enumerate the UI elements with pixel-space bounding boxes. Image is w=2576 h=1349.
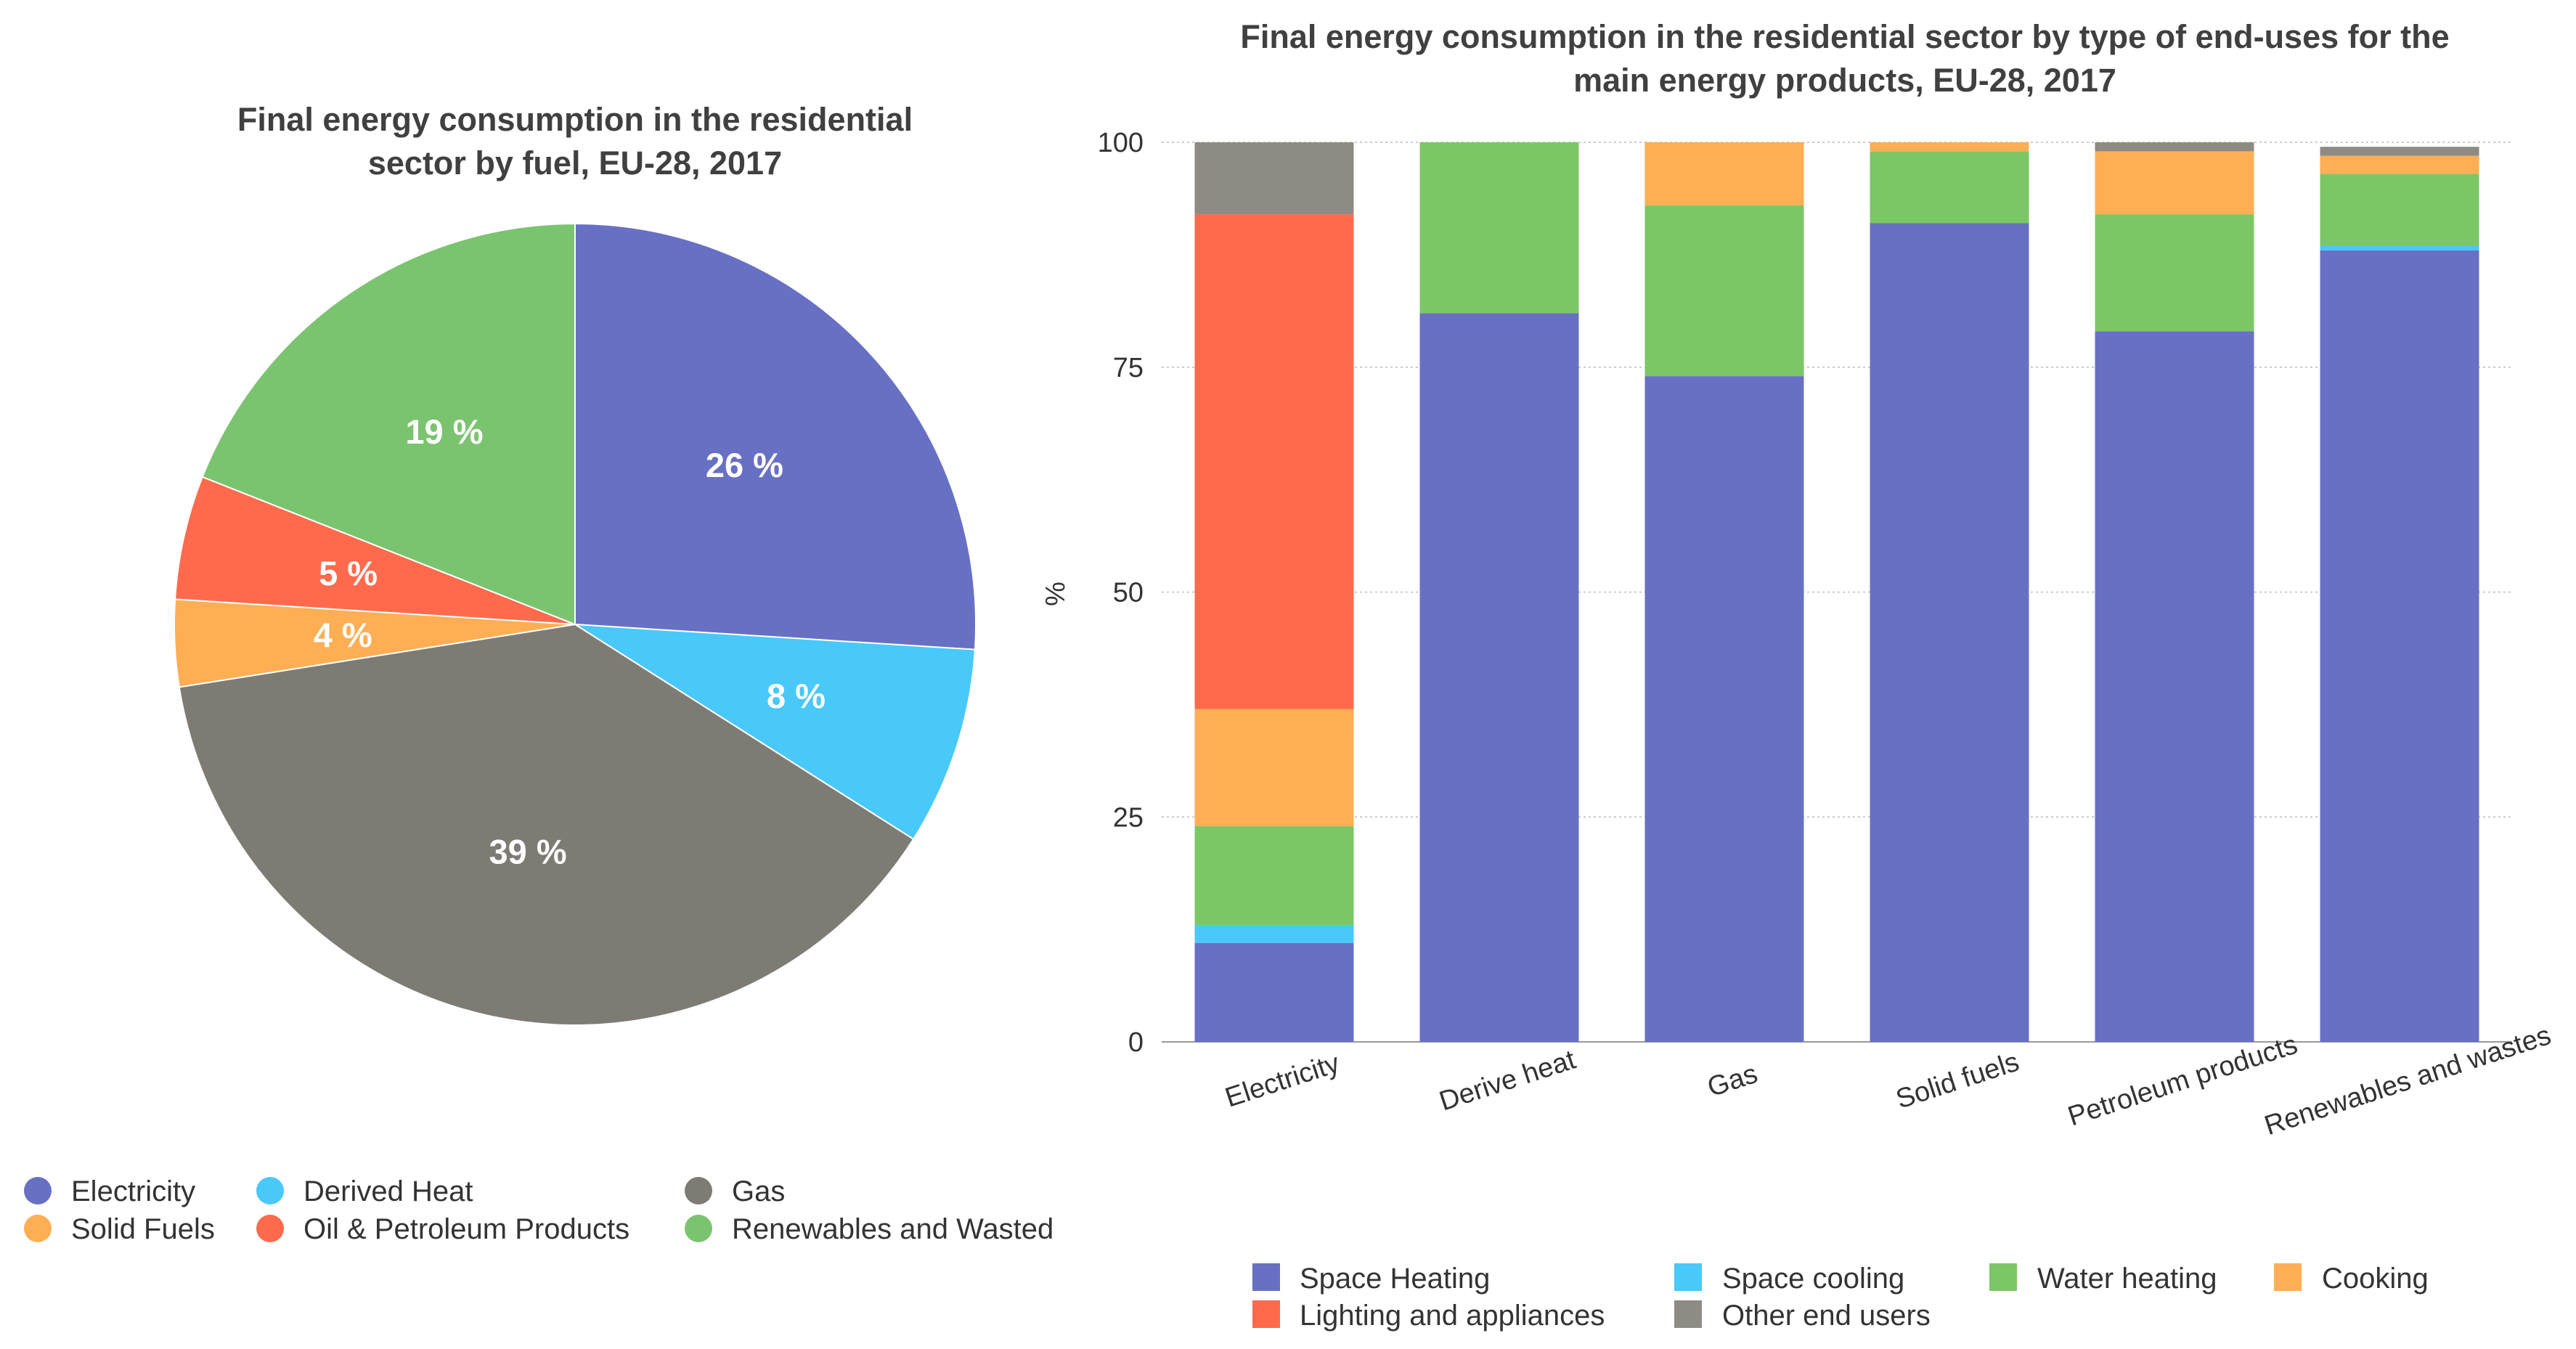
pie-legend-swatch-gas — [685, 1177, 712, 1205]
pie-slice-label-solid-fuels: 4 % — [314, 616, 372, 654]
bar-legend-label-water-heating: Water heating — [2037, 1263, 2217, 1295]
bar-legend-label-lighting: Lighting and appliances — [1300, 1300, 1605, 1332]
x-tick-gas: Gas — [1704, 1059, 1761, 1103]
bar-electricity-space-cooling — [1194, 924, 1354, 943]
bar-legend-label-other: Other end users — [1722, 1300, 1931, 1332]
bar-legend-swatch-space-cooling — [1674, 1263, 1702, 1291]
bar-legend-item-lighting: Lighting and appliances — [1252, 1300, 1605, 1332]
pie-legend-item-renewables: Renewables and Wasted — [685, 1213, 1053, 1245]
pie-legend-item-solid-fuels: Solid Fuels — [24, 1213, 215, 1245]
bar-gas-cooking — [1644, 142, 1804, 205]
bar-petroleum-products-water-heating — [2095, 214, 2254, 332]
y-tick-50: 50 — [1113, 578, 1144, 608]
pie-slices — [174, 222, 977, 1026]
y-tick-25: 25 — [1113, 802, 1144, 833]
bar-title-line-2: main energy products, EU-28, 2017 — [1573, 62, 2116, 99]
bar-legend-item-space-cooling: Space cooling — [1674, 1263, 1904, 1295]
bar-petroleum-products-space-heating — [2095, 331, 2254, 1042]
bar-legend-item-cooking: Cooking — [2274, 1263, 2429, 1295]
pie-slice-derived-heat — [574, 624, 976, 841]
bar-derive-heat-water-heating — [1419, 142, 1579, 314]
bar-legend: Space Heating Space cooling Water heatin… — [1252, 1263, 2429, 1332]
bar-chart: Final energy consumption in the resident… — [1040, 18, 2555, 1332]
bar-electricity-space-heating — [1194, 942, 1354, 1042]
pie-title-line-1: Final energy consumption in the resident… — [237, 101, 913, 138]
pie-legend-swatch-renewables — [685, 1215, 712, 1242]
bar-solid-fuels-space-heating — [1870, 223, 2029, 1042]
pie-slice-label-derived-heat: 8 % — [767, 677, 826, 715]
bar-legend-label-space-cooling: Space cooling — [1722, 1263, 1904, 1295]
bar-gas-water-heating — [1644, 205, 1804, 377]
bar-renewables-and-wastes-cooking — [2320, 155, 2479, 174]
bar-legend-swatch-cooking — [2274, 1263, 2302, 1291]
bar-renewables-and-wastes-space-cooling — [2320, 245, 2479, 250]
bar-title-line-1: Final energy consumption in the resident… — [1240, 18, 2449, 55]
bar-gas-space-heating — [1644, 376, 1804, 1042]
bar-solid-fuels-cooking — [1870, 142, 2029, 152]
bar-derive-heat-space-heating — [1419, 313, 1579, 1042]
pie-title-line-2: sector by fuel, EU-28, 2017 — [368, 144, 782, 182]
bar-electricity-cooking — [1194, 709, 1354, 826]
bar-renewables-and-wastes-water-heating — [2320, 174, 2479, 246]
y-axis-label: % — [1040, 582, 1071, 606]
pie-slice-label-renewables-and-wasted: 19 % — [405, 412, 483, 451]
pie-legend-item-derived-heat: Derived Heat — [256, 1175, 473, 1207]
pie-legend-item-electricity: Electricity — [24, 1175, 195, 1207]
bar-legend-label-space-heating: Space Heating — [1300, 1263, 1490, 1295]
bar-legend-item-water-heating: Water heating — [1989, 1263, 2217, 1295]
bar-legend-swatch-other — [1674, 1300, 1702, 1328]
pie-legend-item-oil: Oil & Petroleum Products — [256, 1213, 629, 1245]
pie-legend: Electricity Derived Heat Gas Solid Fuels… — [24, 1175, 1053, 1245]
pie-slice-electricity — [574, 222, 977, 651]
bar-petroleum-products-cooking — [2095, 151, 2254, 215]
pie-slice-oil-and-petroleum-products — [174, 476, 576, 625]
bar-gridlines — [1162, 142, 2512, 1043]
pie-legend-label-gas: Gas — [732, 1175, 785, 1207]
bar-legend-item-other: Other end users — [1674, 1300, 1931, 1332]
y-tick-75: 75 — [1113, 353, 1144, 383]
pie-labels: 26 % 8 % 39 % 4 % 5 % 19 % — [314, 412, 826, 871]
pie-legend-swatch-solid-fuels — [24, 1215, 52, 1242]
bar-y-ticks: 0 25 50 75 100 — [1098, 128, 1144, 1058]
x-tick-derive-heat: Derive heat — [1435, 1044, 1579, 1117]
bar-renewables-and-wastes-space-heating — [2320, 250, 2479, 1043]
bar-renewables-and-wastes-other-end-users — [2320, 147, 2479, 156]
pie-slice-label-gas: 39 % — [489, 833, 567, 871]
bar-electricity-water-heating — [1194, 826, 1354, 925]
pie-slice-label-oil-and-petroleum-products: 5 % — [319, 554, 378, 592]
pie-legend-label-oil: Oil & Petroleum Products — [303, 1213, 629, 1245]
bar-legend-swatch-lighting — [1252, 1300, 1280, 1328]
x-tick-solid-fuels: Solid fuels — [1892, 1047, 2023, 1115]
pie-legend-swatch-electricity — [24, 1177, 52, 1205]
pie-legend-label-renewables: Renewables and Wasted — [732, 1213, 1053, 1245]
pie-slice-label-electricity: 26 % — [706, 446, 783, 484]
bar-solid-fuels-water-heating — [1870, 151, 2029, 224]
pie-legend-item-gas: Gas — [685, 1175, 785, 1207]
pie-slice-gas — [178, 623, 915, 1026]
pie-legend-swatch-oil — [256, 1215, 284, 1242]
pie-slice-renewables-and-wasted — [201, 222, 576, 626]
pie-legend-label-solid-fuels: Solid Fuels — [71, 1213, 215, 1245]
bar-petroleum-products-other-end-users — [2095, 142, 2254, 152]
bar-legend-swatch-water-heating — [1989, 1263, 2017, 1291]
y-tick-100: 100 — [1098, 128, 1144, 158]
bar-electricity-other-end-users — [1194, 142, 1354, 215]
pie-legend-swatch-derived-heat — [256, 1177, 284, 1205]
bar-legend-swatch-space-heating — [1252, 1263, 1280, 1291]
pie-legend-label-derived-heat: Derived Heat — [303, 1175, 473, 1207]
bar-legend-label-cooking: Cooking — [2322, 1263, 2429, 1295]
y-tick-0: 0 — [1128, 1027, 1144, 1058]
bar-legend-item-space-heating: Space Heating — [1252, 1263, 1490, 1295]
bar-electricity-lighting-and-appliances — [1194, 214, 1354, 709]
x-tick-electricity: Electricity — [1221, 1048, 1343, 1113]
pie-legend-label-electricity: Electricity — [71, 1175, 195, 1207]
bar-segments — [1194, 142, 2479, 1043]
pie-chart: Final energy consumption in the resident… — [24, 101, 1053, 1245]
